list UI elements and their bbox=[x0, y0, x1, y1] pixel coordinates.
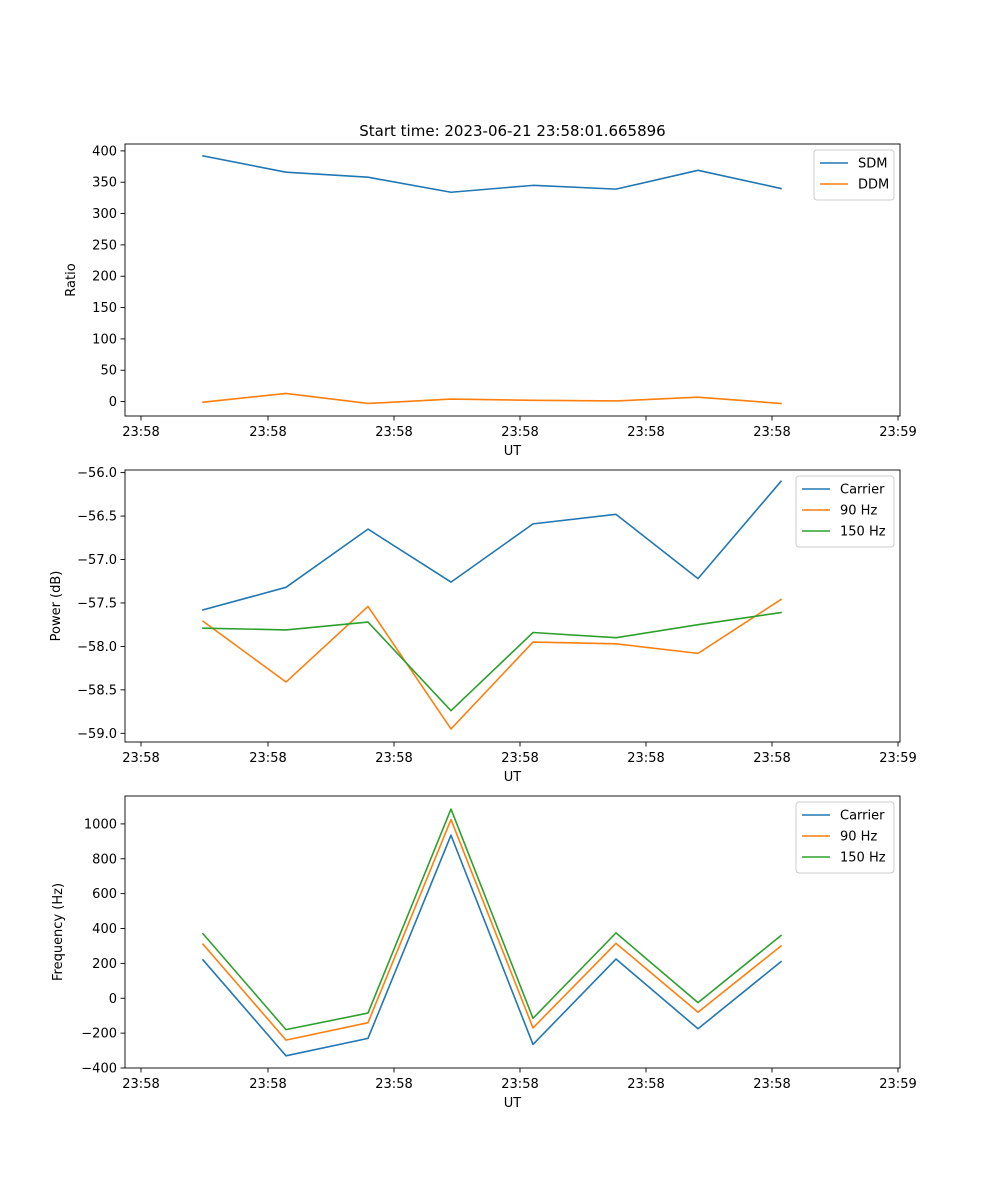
x-tick-label: 23:58 bbox=[249, 425, 286, 440]
y-tick-label: −56.0 bbox=[77, 466, 117, 481]
series-line-150-hz bbox=[201, 808, 783, 1031]
legend: SDM DDM bbox=[813, 149, 895, 201]
x-tick-label: 23:58 bbox=[249, 1077, 286, 1092]
legend-label: 150 Hz bbox=[840, 525, 886, 540]
legend-label: 150 Hz bbox=[840, 851, 886, 866]
legend-box bbox=[795, 475, 895, 548]
x-tick-label: 23:58 bbox=[375, 1077, 412, 1092]
series-line-ddm bbox=[202, 392, 782, 405]
y-tick-label: 150 bbox=[92, 301, 117, 316]
y-tick-label: 800 bbox=[92, 852, 117, 867]
y-tick-label: −58.0 bbox=[77, 640, 117, 655]
y-axis-label: Power (dB) bbox=[49, 571, 64, 642]
y-tick-label: 250 bbox=[92, 238, 117, 253]
x-tick-label: 23:58 bbox=[249, 751, 286, 766]
axes-frame bbox=[124, 143, 901, 417]
y-tick-label: −57.5 bbox=[77, 596, 117, 611]
x-axis-label: UT bbox=[504, 770, 522, 785]
y-tick-label: −57.0 bbox=[77, 553, 117, 568]
legend-label: Carrier bbox=[840, 483, 885, 498]
legend: Carrier 90 Hz 150 Hz bbox=[795, 801, 895, 874]
y-tick-label: 1000 bbox=[84, 817, 117, 832]
x-tick-label: 23:59 bbox=[879, 1077, 916, 1092]
series-line-90-hz bbox=[201, 598, 783, 730]
legend-label: Carrier bbox=[840, 809, 885, 824]
legend-box bbox=[795, 801, 895, 874]
y-tick-label: 350 bbox=[92, 176, 117, 191]
legend-label: SDM bbox=[858, 157, 887, 172]
y-tick-label: −400 bbox=[81, 1062, 117, 1077]
y-tick-label: 0 bbox=[109, 992, 117, 1007]
x-tick-label: 23:58 bbox=[627, 751, 664, 766]
series-line-150-hz bbox=[202, 611, 782, 712]
y-axis-label: Frequency (Hz) bbox=[51, 883, 66, 981]
y-tick-label: 600 bbox=[92, 887, 117, 902]
legend-label: DDM bbox=[858, 178, 889, 193]
x-tick-label: 23:58 bbox=[501, 425, 538, 440]
chart-panel-3: 23:58 23:58 23:58 23:58 23:58 23:58 23:59 −400 −… bbox=[51, 795, 917, 1111]
x-tick-label: 23:59 bbox=[879, 751, 916, 766]
axes-frame bbox=[124, 469, 901, 743]
y-tick-label: 50 bbox=[100, 364, 117, 379]
x-tick-label: 23:58 bbox=[375, 425, 412, 440]
y-tick-label: 300 bbox=[92, 207, 117, 222]
series-line-90-hz bbox=[201, 818, 783, 1041]
y-tick-label: 400 bbox=[92, 144, 117, 159]
y-tick-label: 0 bbox=[109, 395, 117, 410]
chart-panel-1: 23:58 23:58 23:58 23:58 23:58 23:58 23:59 0 50 10… bbox=[64, 143, 917, 459]
x-tick-label: 23:58 bbox=[122, 751, 159, 766]
x-tick-label: 23:58 bbox=[501, 751, 538, 766]
series-line-sdm bbox=[202, 154, 782, 194]
x-tick-label: 23:58 bbox=[627, 1077, 664, 1092]
y-tick-label: 100 bbox=[92, 332, 117, 347]
y-tick-label: −58.5 bbox=[77, 683, 117, 698]
x-axis-label: UT bbox=[504, 444, 522, 459]
y-tick-label: 200 bbox=[92, 270, 117, 285]
series-line-carrier bbox=[201, 834, 783, 1057]
x-tick-label: 23:58 bbox=[122, 1077, 159, 1092]
x-tick-label: 23:58 bbox=[753, 425, 790, 440]
y-tick-label: 400 bbox=[92, 922, 117, 937]
figure-title: Start time: 2023-06-21 23:58:01.665896 bbox=[359, 122, 665, 140]
x-tick-label: 23:58 bbox=[501, 1077, 538, 1092]
legend-label: 90 Hz bbox=[840, 504, 877, 519]
y-tick-label: 200 bbox=[92, 957, 117, 972]
x-tick-label: 23:58 bbox=[122, 425, 159, 440]
y-axis-label: Ratio bbox=[64, 263, 79, 296]
x-tick-label: 23:58 bbox=[753, 1077, 790, 1092]
legend-label: 90 Hz bbox=[840, 830, 877, 845]
chart-panel-2: 23:58 23:58 23:58 23:58 23:58 23:58 23:59 −59.0… bbox=[49, 466, 917, 785]
x-tick-label: 23:58 bbox=[627, 425, 664, 440]
series-line-carrier bbox=[202, 480, 783, 611]
x-tick-label: 23:58 bbox=[375, 751, 412, 766]
y-tick-label: −59.0 bbox=[77, 727, 117, 742]
x-tick-label: 23:59 bbox=[879, 425, 916, 440]
y-tick-label: −200 bbox=[81, 1027, 117, 1042]
x-axis-label: UT bbox=[504, 1096, 522, 1111]
legend: Carrier 90 Hz 150 Hz bbox=[795, 475, 895, 548]
x-tick-label: 23:58 bbox=[753, 751, 790, 766]
y-tick-label: −56.5 bbox=[77, 510, 117, 525]
axes-frame bbox=[124, 795, 901, 1069]
